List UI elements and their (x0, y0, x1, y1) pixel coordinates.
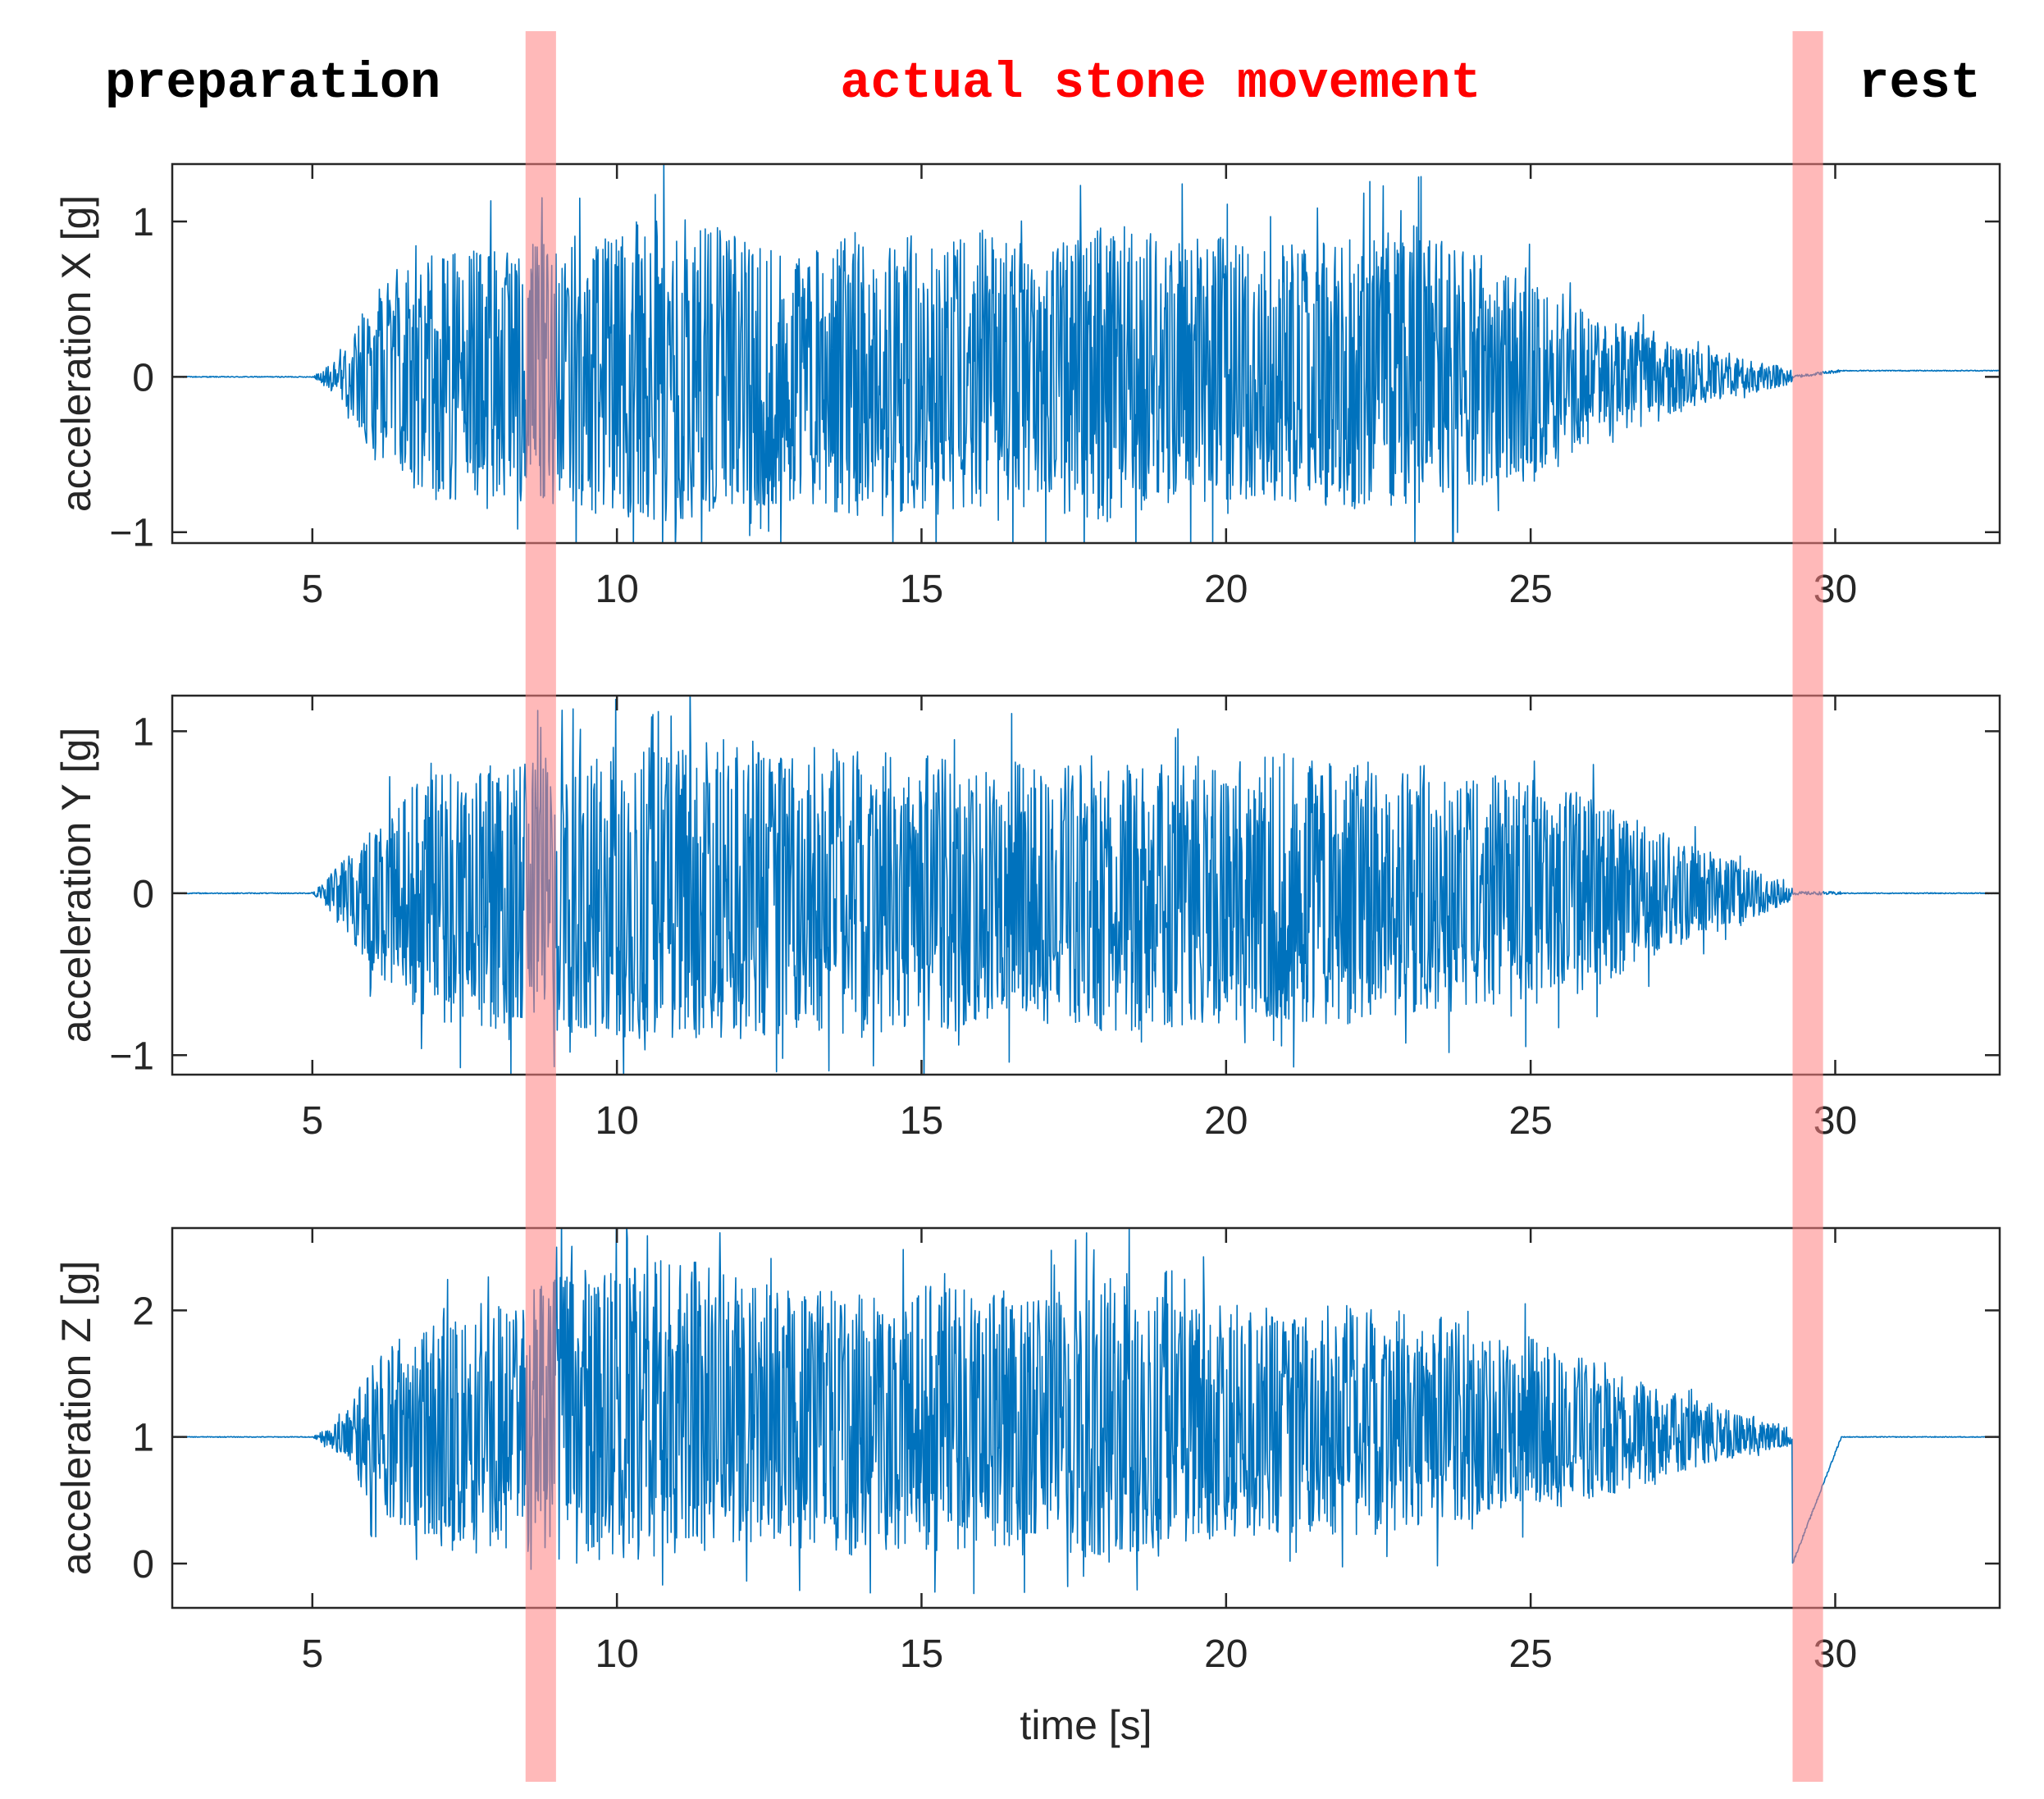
y-tick-label: 1 (132, 710, 154, 754)
y-tick-label: 1 (132, 201, 154, 244)
x-tick-label: 25 (1508, 1099, 1552, 1143)
x-tick-label: 5 (301, 568, 323, 611)
y-tick-label: 2 (132, 1290, 154, 1333)
x-axis-label: time [s] (1020, 1702, 1152, 1748)
y-tick-label: −1 (109, 1034, 154, 1078)
phase-labels: preparation actual stone movement rest (105, 54, 1981, 112)
x-tick-label: 10 (595, 568, 638, 611)
x-tick-label: 20 (1204, 1099, 1248, 1143)
phase-label-preparation: preparation (105, 54, 440, 112)
x-tick-label: 20 (1204, 568, 1248, 611)
signal-line-2 (172, 696, 2000, 1075)
axes-frame-1 (171, 162, 2001, 545)
x-tick-label: 15 (900, 1099, 943, 1143)
axes-frame-3 (171, 1226, 2001, 1610)
x-tick-label: 10 (595, 1632, 638, 1676)
band-movement-start (525, 31, 556, 1782)
x-tick-label: 25 (1508, 1632, 1552, 1676)
y-tick-label: −1 (109, 512, 154, 555)
y-axis-label: acceleration Y [g] (53, 728, 99, 1043)
x-tick-label: 10 (595, 1099, 638, 1143)
x-tick-label: 25 (1508, 568, 1552, 611)
y-tick-label: 1 (132, 1417, 154, 1460)
axes-frame-2 (171, 694, 2001, 1076)
x-tick-label: 20 (1204, 1632, 1248, 1676)
band-movement-end (1792, 31, 1823, 1782)
phase-label-rest: rest (1859, 54, 1981, 112)
x-tick-label: 5 (301, 1099, 323, 1143)
signal-line-1 (172, 164, 2000, 543)
y-tick-label: 0 (132, 1543, 154, 1587)
y-tick-label: 0 (132, 873, 154, 916)
x-tick-label: 5 (301, 1632, 323, 1676)
highlight-bands (525, 31, 1823, 1782)
x-tick-label: 15 (900, 1632, 943, 1676)
phase-label-movement: actual stone movement (840, 54, 1481, 112)
y-axis-label: acceleration X [g] (53, 195, 99, 512)
y-tick-label: 0 (132, 356, 154, 400)
y-axis-label: acceleration Z [g] (53, 1261, 99, 1576)
x-tick-label: 15 (900, 568, 943, 611)
signal-line-3 (172, 1228, 2000, 1595)
